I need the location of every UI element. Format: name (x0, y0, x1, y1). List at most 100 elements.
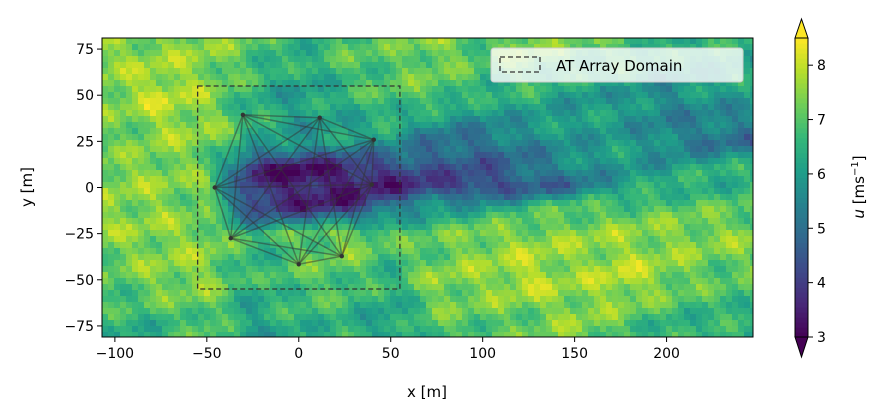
heatmap-cell (438, 314, 445, 321)
heatmap-cell (318, 230, 325, 237)
heatmap-cell (696, 44, 703, 51)
heatmap-cell (270, 110, 277, 117)
heatmap-cell (552, 104, 559, 111)
heatmap-cell (312, 266, 319, 273)
heatmap-cell (150, 86, 157, 93)
heatmap-cell (564, 44, 571, 51)
heatmap-cell (156, 212, 163, 219)
heatmap-cell (546, 266, 553, 273)
heatmap-cell (672, 326, 679, 333)
heatmap-cell (318, 254, 325, 261)
heatmap-cell (420, 122, 427, 129)
heatmap-cell (162, 80, 169, 87)
heatmap-cell (108, 98, 115, 105)
heatmap-cell (696, 212, 703, 219)
heatmap-cell (402, 152, 409, 159)
heatmap-cell (432, 200, 439, 207)
heatmap-cell (300, 62, 307, 69)
heatmap-cell (138, 260, 145, 267)
heatmap-cell (540, 236, 547, 243)
heatmap-cell (414, 80, 421, 87)
heatmap-cell (396, 278, 403, 285)
heatmap-cell (468, 50, 475, 57)
heatmap-cell (294, 230, 301, 237)
heatmap-cell (210, 44, 217, 51)
heatmap-cell (198, 116, 205, 123)
heatmap-cell (138, 86, 145, 93)
heatmap-cell (372, 188, 379, 195)
velocity-field-heatmap (102, 38, 753, 337)
heatmap-cell (114, 296, 121, 303)
heatmap-cell (570, 260, 577, 267)
heatmap-cell (162, 146, 169, 153)
heatmap-cell (216, 320, 223, 327)
heatmap-cell (252, 98, 259, 105)
heatmap-cell (624, 140, 631, 147)
heatmap-cell (342, 146, 349, 153)
heatmap-cell (366, 128, 373, 135)
heatmap-cell (594, 110, 601, 117)
heatmap-cell (150, 302, 157, 309)
heatmap-cell (258, 38, 265, 45)
heatmap-cell (312, 206, 319, 213)
heatmap-cell (528, 230, 535, 237)
heatmap-cell (378, 188, 385, 195)
heatmap-cell (162, 326, 169, 333)
heatmap-cell (396, 146, 403, 153)
heatmap-cell (300, 152, 307, 159)
heatmap-cell (222, 164, 229, 171)
heatmap-cell (672, 302, 679, 309)
heatmap-cell (576, 98, 583, 105)
heatmap-cell (174, 224, 181, 231)
heatmap-cell (108, 170, 115, 177)
heatmap-cell (474, 128, 481, 135)
heatmap-cell (450, 158, 457, 165)
heatmap-cell (324, 200, 331, 207)
heatmap-cell (408, 266, 415, 273)
heatmap-cell (306, 86, 313, 93)
heatmap-cell (666, 44, 673, 51)
heatmap-cell (552, 44, 559, 51)
heatmap-cell (372, 266, 379, 273)
heatmap-cell (144, 98, 151, 105)
heatmap-cell (372, 278, 379, 285)
heatmap-cell (114, 224, 121, 231)
heatmap-cell (540, 110, 547, 117)
heatmap-cell (246, 134, 253, 141)
heatmap-cell (210, 254, 217, 261)
heatmap-cell (306, 212, 313, 219)
heatmap-cell (504, 332, 511, 337)
heatmap-cell (612, 296, 619, 303)
heatmap-cell (324, 86, 331, 93)
heatmap-cell (678, 188, 685, 195)
heatmap-cell (456, 314, 463, 321)
heatmap-cell (264, 92, 271, 99)
heatmap-cell (156, 62, 163, 69)
heatmap-cell (168, 86, 175, 93)
heatmap-cell (144, 68, 151, 75)
heatmap-cell (372, 230, 379, 237)
heatmap-cell (150, 98, 157, 105)
heatmap-cell (366, 170, 373, 177)
heatmap-cell (258, 44, 265, 51)
heatmap-cell (612, 242, 619, 249)
heatmap-cell (642, 296, 649, 303)
heatmap-cell (228, 86, 235, 93)
heatmap-cell (204, 182, 211, 189)
heatmap-cell (618, 284, 625, 291)
heatmap-cell (480, 98, 487, 105)
heatmap-cell (114, 242, 121, 249)
heatmap-cell (246, 206, 253, 213)
heatmap-cell (210, 272, 217, 279)
heatmap-cell (558, 266, 565, 273)
heatmap-cell (264, 56, 271, 63)
heatmap-cell (234, 122, 241, 129)
heatmap-cell (246, 224, 253, 231)
heatmap-cell (366, 122, 373, 129)
heatmap-cell (180, 320, 187, 327)
heatmap-cell (456, 92, 463, 99)
heatmap-cell (636, 260, 643, 267)
heatmap-cell (246, 302, 253, 309)
heatmap-cell (546, 92, 553, 99)
heatmap-cell (438, 296, 445, 303)
